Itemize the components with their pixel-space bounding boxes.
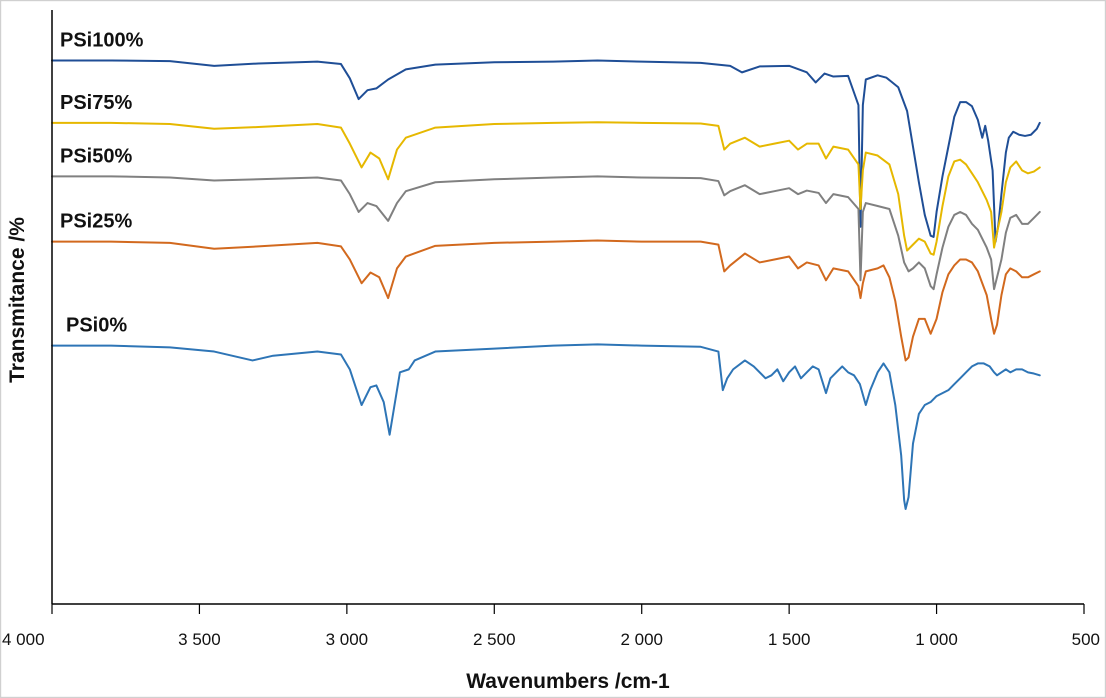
series-label-psi25pct: PSi25% [60,211,132,233]
x-tick-label: 1 000 [915,630,958,649]
series-line-psi25pct [51,239,1041,362]
x-tick-label: 500 [1072,630,1100,649]
x-axis-ticks: 4 000 3 500 3 000 2 500 2 000 1 500 1 000 500 [2,604,1100,649]
series-label-psi0pct: PSi0% [66,315,127,337]
series-labels-group: PSi100% PSi75% PSi50% PSi25% PSi0% [60,29,144,336]
series-label-psi75pct: PSi75% [60,92,132,114]
x-tick-label: 3 500 [178,630,221,649]
x-tick-label: 4 000 [2,630,45,649]
series-label-psi50pct: PSi50% [60,145,132,167]
x-tick-label: 2 000 [620,630,663,649]
series-line-psi0pct [51,343,1041,510]
series-line-psi75pct [51,121,1041,256]
x-tick-label: 2 500 [473,630,516,649]
x-tick-label: 3 000 [326,630,369,649]
plot-series-group [51,59,1041,510]
x-axis-label: Wavenumbers /cm-1 [466,670,670,693]
series-label-psi100pct: PSi100% [60,29,144,51]
y-axis-label: Transmitance /% [6,217,29,383]
series-line-psi50pct [51,175,1041,291]
x-tick-label: 1 500 [768,630,811,649]
series-line-psi100pct [51,59,1041,243]
